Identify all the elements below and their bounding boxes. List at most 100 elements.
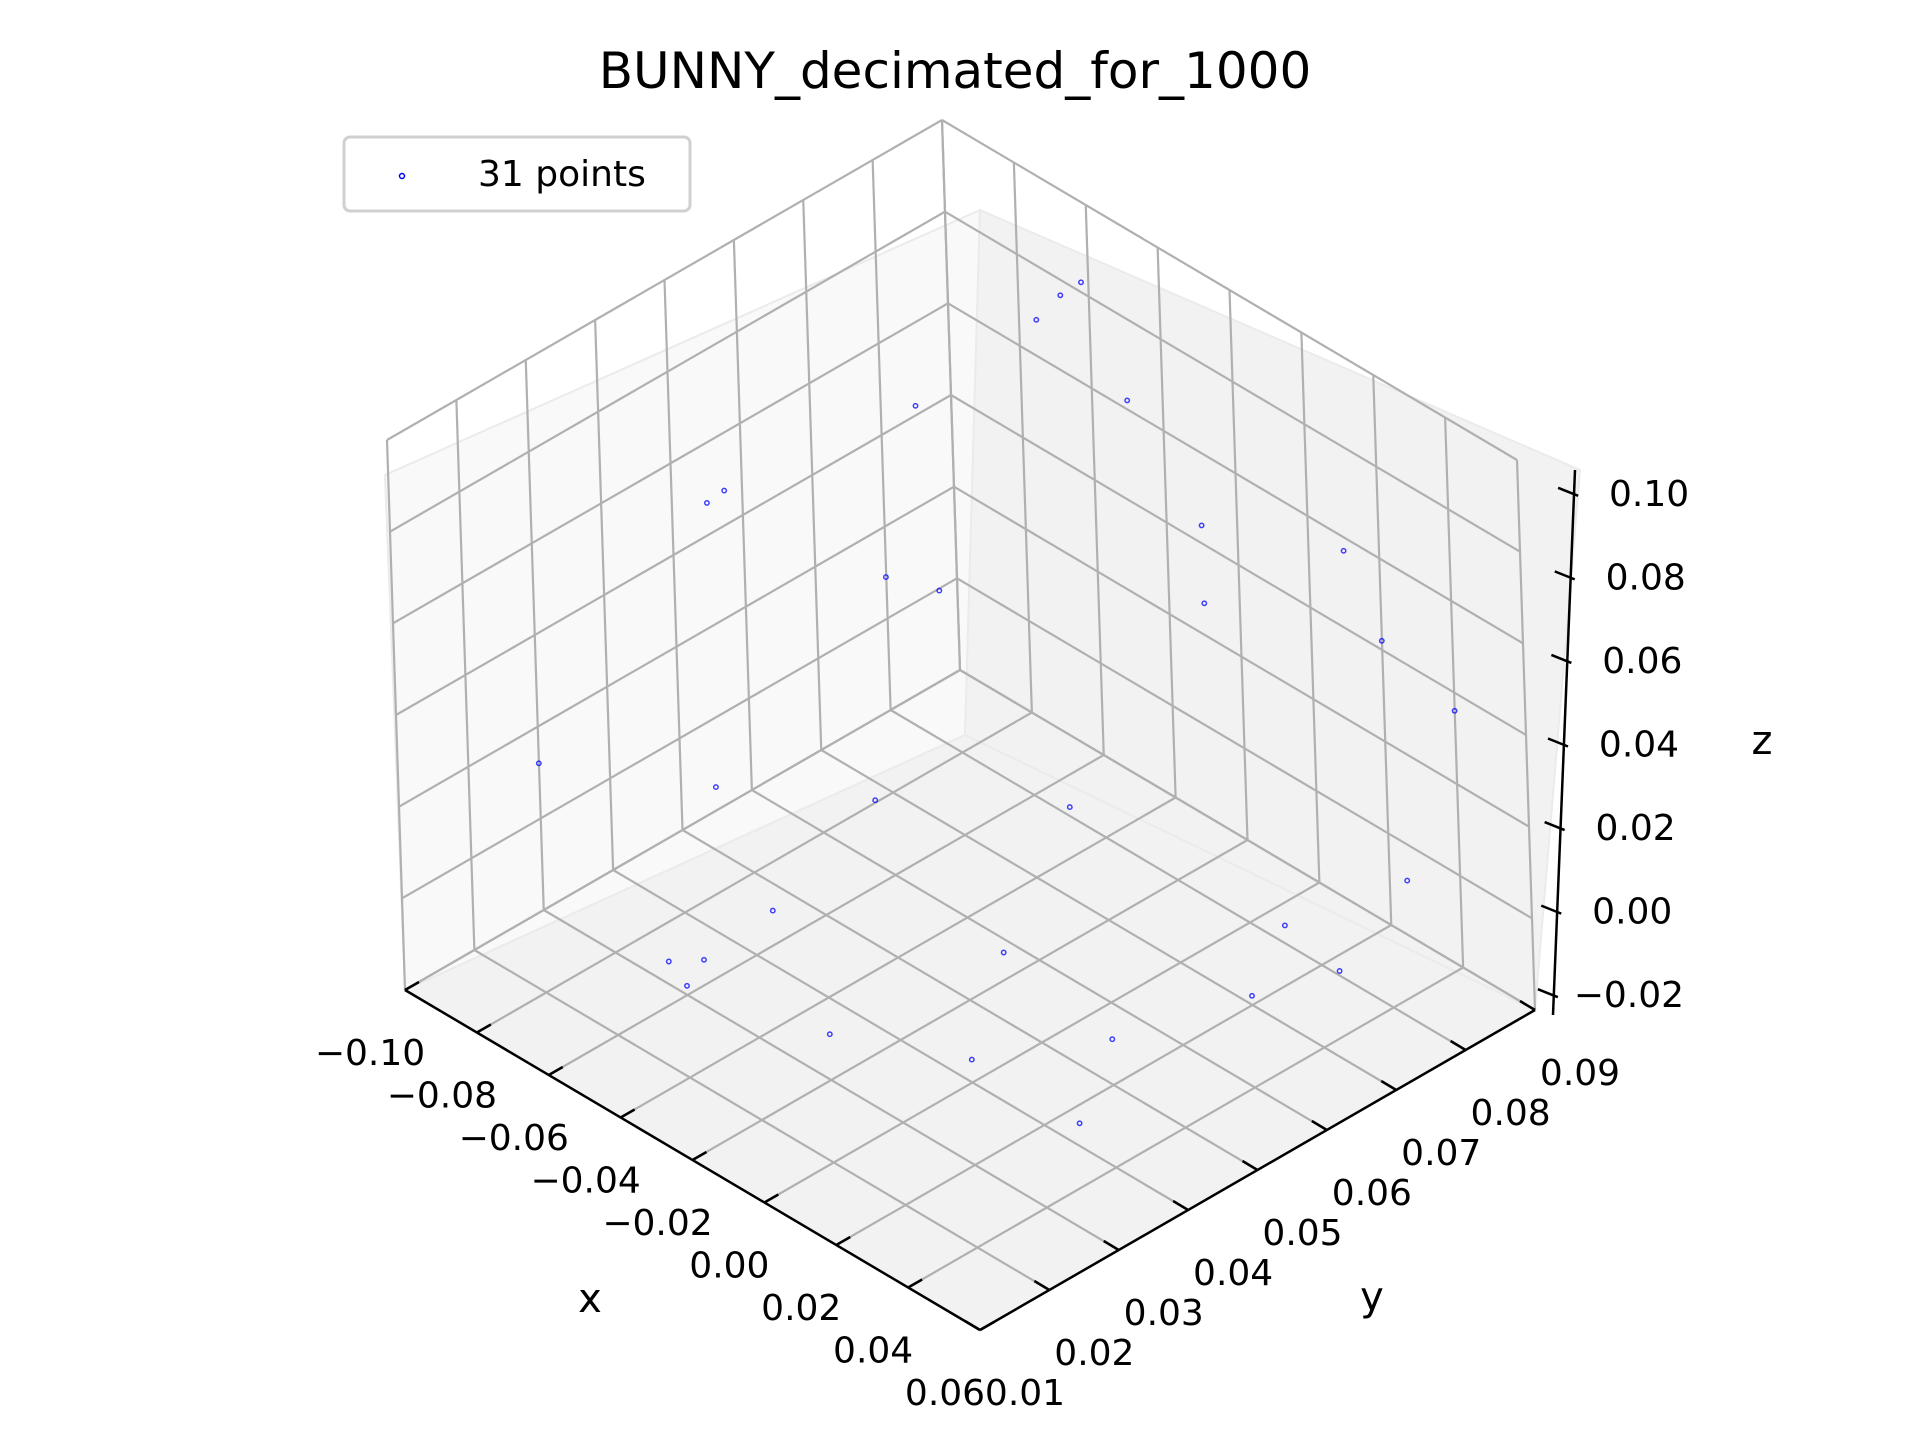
grid-line-z bbox=[389, 210, 946, 533]
grid-line-y bbox=[543, 909, 1120, 1251]
z-tick-label: −0.02 bbox=[1574, 975, 1684, 1016]
y-tick-mark bbox=[1241, 1159, 1259, 1172]
x-tick-label: −0.04 bbox=[530, 1161, 640, 1202]
y-tick-label: 0.06 bbox=[1332, 1173, 1412, 1214]
legend: 31 points bbox=[342, 135, 692, 213]
y-tick-mark bbox=[1519, 999, 1536, 1012]
grid-line-z bbox=[386, 119, 943, 441]
z-tick-mark bbox=[1537, 988, 1559, 999]
x-tick-mark bbox=[907, 1278, 923, 1289]
grid-line-z bbox=[395, 394, 952, 716]
x-tick-label: −0.06 bbox=[459, 1118, 569, 1159]
grid-line-z bbox=[953, 485, 1530, 828]
x-tick-mark bbox=[691, 1150, 708, 1162]
data-point bbox=[1066, 804, 1073, 811]
data-point bbox=[1078, 279, 1084, 286]
z-tick-label: 0.10 bbox=[1609, 474, 1689, 515]
z-axis-ticks: −0.02 0.00 0.02 0.04 0.06 0.08 0.10 bbox=[1537, 474, 1689, 1016]
scatter-points bbox=[535, 279, 1458, 1127]
z-axis-label: z bbox=[1752, 718, 1773, 764]
grid-line-z bbox=[959, 669, 1536, 1011]
data-point bbox=[1281, 922, 1288, 929]
data-point bbox=[721, 487, 728, 494]
z-tick-mark bbox=[1540, 904, 1562, 915]
data-point bbox=[1124, 397, 1131, 404]
data-point bbox=[1201, 600, 1208, 607]
x-tick-mark bbox=[404, 980, 420, 992]
x-tick-mark bbox=[548, 1065, 564, 1077]
z-tick-label: 0.00 bbox=[1592, 892, 1672, 933]
x-tick-mark bbox=[763, 1193, 779, 1204]
z-axis-line bbox=[1551, 469, 1577, 1016]
grid-line-y bbox=[473, 949, 1050, 1291]
x-axis-label: x bbox=[578, 1276, 602, 1322]
z-tick-mark bbox=[1544, 820, 1566, 832]
data-point bbox=[912, 402, 919, 409]
x-axis-ticks: −0.10−0.08−0.06−0.04−0.020.000.020.040.0… bbox=[315, 980, 995, 1414]
x-tick-label: −0.02 bbox=[602, 1203, 712, 1244]
x-tick-label: 0.04 bbox=[833, 1331, 913, 1372]
grid-line-y bbox=[820, 749, 1397, 1091]
data-point bbox=[1033, 316, 1040, 323]
z-tick-mark bbox=[1550, 653, 1572, 665]
y-tick-mark bbox=[1311, 1119, 1328, 1132]
data-point bbox=[703, 499, 710, 506]
x-tick-mark bbox=[620, 1108, 636, 1119]
data-point bbox=[1109, 1036, 1116, 1043]
data-point bbox=[1198, 522, 1205, 529]
data-point bbox=[826, 1031, 833, 1038]
data-point bbox=[882, 574, 889, 581]
data-point bbox=[769, 907, 776, 914]
data-point bbox=[1378, 637, 1385, 644]
data-point bbox=[1336, 968, 1343, 974]
grid-line-z bbox=[941, 119, 1518, 461]
y-tick-label: 0.05 bbox=[1262, 1213, 1342, 1254]
z-tick-label: 0.08 bbox=[1606, 557, 1686, 598]
data-point bbox=[1076, 1120, 1083, 1127]
data-point bbox=[1404, 877, 1411, 884]
data-point bbox=[1249, 992, 1255, 999]
data-point bbox=[968, 1056, 975, 1063]
grid-line-z bbox=[944, 210, 1521, 553]
y-tick-label: 0.03 bbox=[1124, 1293, 1204, 1334]
grid-line-z bbox=[398, 485, 955, 808]
z-tick-mark bbox=[1547, 737, 1569, 748]
grid-line-y bbox=[890, 709, 1467, 1051]
data-point bbox=[936, 587, 943, 594]
x-tick-label: −0.10 bbox=[315, 1033, 425, 1074]
x-tick-label: 0.06 bbox=[905, 1373, 985, 1414]
data-point bbox=[1340, 547, 1347, 554]
chart-title: BUNNY_decimated_for_1000 bbox=[599, 42, 1312, 100]
legend-marker bbox=[398, 172, 406, 180]
x-tick-label: 0.00 bbox=[689, 1246, 769, 1287]
y-tick-label: 0.08 bbox=[1471, 1093, 1551, 1134]
data-point bbox=[665, 958, 672, 965]
z-tick-label: 0.02 bbox=[1596, 808, 1676, 849]
grid-line-y bbox=[681, 829, 1259, 1171]
data-point bbox=[535, 760, 542, 767]
grid-line-z bbox=[404, 669, 961, 991]
data-point bbox=[701, 956, 707, 963]
data-point bbox=[712, 784, 719, 791]
z-tick-label: 0.06 bbox=[1602, 641, 1682, 682]
x-tick-mark bbox=[476, 1023, 492, 1034]
grid-line-z bbox=[947, 302, 1524, 645]
data-point bbox=[684, 982, 690, 989]
grid-line-z bbox=[392, 302, 949, 625]
grid-line-y bbox=[612, 869, 1189, 1211]
data-point bbox=[1057, 292, 1064, 299]
grid-line-z bbox=[950, 394, 1527, 736]
z-tick-mark bbox=[1554, 570, 1576, 581]
y-tick-mark bbox=[1172, 1199, 1189, 1212]
y-tick-mark bbox=[1380, 1079, 1397, 1092]
x-tick-mark bbox=[979, 1320, 995, 1332]
data-point bbox=[1451, 707, 1458, 714]
legend-label: 31 points bbox=[478, 154, 646, 195]
grid-line-y bbox=[751, 789, 1328, 1131]
legend-box bbox=[342, 135, 692, 213]
x-tick-mark bbox=[835, 1235, 851, 1247]
y-tick-label: 0.04 bbox=[1193, 1253, 1273, 1294]
x-tick-label: 0.02 bbox=[761, 1288, 841, 1329]
z-tick-label: 0.04 bbox=[1599, 725, 1679, 766]
